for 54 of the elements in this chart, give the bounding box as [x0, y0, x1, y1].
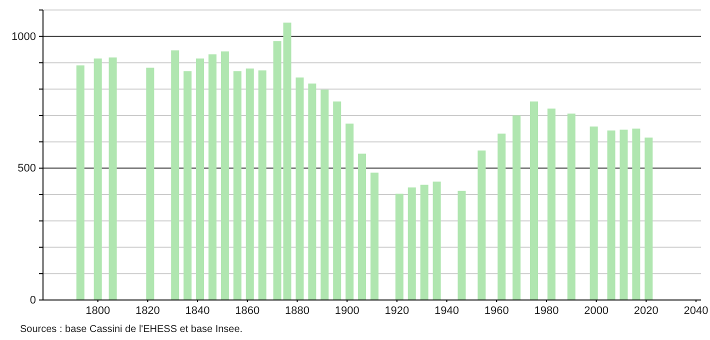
x-tick-label: 1920: [384, 304, 410, 317]
bar: [420, 184, 428, 300]
bar: [607, 130, 616, 300]
bar: [620, 130, 628, 300]
bar: [632, 128, 640, 300]
bar: [320, 90, 329, 300]
x-tick-label: 1800: [86, 304, 110, 317]
x-tick-label: 1900: [334, 304, 360, 317]
bar: [498, 134, 506, 300]
x-tick-label: 1840: [185, 304, 210, 317]
bar: [283, 22, 292, 300]
bar: [208, 54, 216, 300]
bar: [358, 154, 366, 300]
bar: [346, 124, 354, 300]
bar: [76, 65, 84, 300]
y-tick-label: 0: [30, 294, 36, 307]
bar: [233, 71, 242, 300]
bar: [196, 58, 204, 300]
x-tick-label: 1880: [284, 304, 310, 317]
bar: [146, 68, 154, 300]
bar: [308, 84, 316, 300]
x-tick-label: 2000: [584, 304, 609, 317]
bar: [273, 41, 282, 300]
y-tick-label: 1000: [12, 30, 36, 43]
bar: [171, 50, 180, 300]
y-tick-label: 500: [18, 162, 36, 175]
x-tick-label: 2020: [634, 304, 658, 317]
bar: [333, 101, 342, 300]
bar: [184, 71, 192, 300]
bar: [296, 77, 304, 300]
bar: [370, 172, 378, 300]
bar: [408, 187, 416, 300]
bar: [547, 108, 556, 300]
x-tick-label: 1820: [135, 304, 160, 317]
x-tick-label: 2040: [684, 304, 708, 317]
bar: [530, 101, 538, 300]
bar: [246, 68, 254, 300]
x-tick-label: 1960: [484, 304, 509, 317]
bar: [108, 57, 117, 300]
source-note: Sources : base Cassini de l'EHESS et base Insee.: [20, 324, 243, 335]
bar: [220, 51, 229, 300]
bar: [512, 115, 521, 300]
bar: [590, 126, 598, 300]
bar: [458, 190, 466, 300]
bar: [395, 194, 404, 300]
bar: [567, 114, 576, 300]
bar: [432, 182, 441, 300]
x-tick-label: 1860: [235, 304, 260, 317]
bar: [644, 138, 653, 300]
x-tick-label: 1980: [534, 304, 559, 317]
bar: [478, 150, 486, 300]
bar: [94, 58, 102, 300]
x-tick-label: 1940: [434, 304, 460, 317]
bar: [258, 70, 266, 300]
